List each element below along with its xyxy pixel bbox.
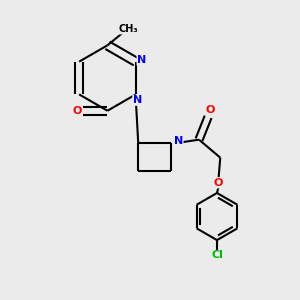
Text: N: N	[174, 136, 183, 146]
Text: O: O	[72, 106, 82, 116]
Text: CH₃: CH₃	[118, 24, 138, 34]
Text: O: O	[213, 178, 223, 188]
Text: N: N	[137, 55, 146, 65]
Text: Cl: Cl	[211, 250, 223, 260]
Text: O: O	[205, 105, 214, 115]
Text: N: N	[133, 95, 142, 105]
